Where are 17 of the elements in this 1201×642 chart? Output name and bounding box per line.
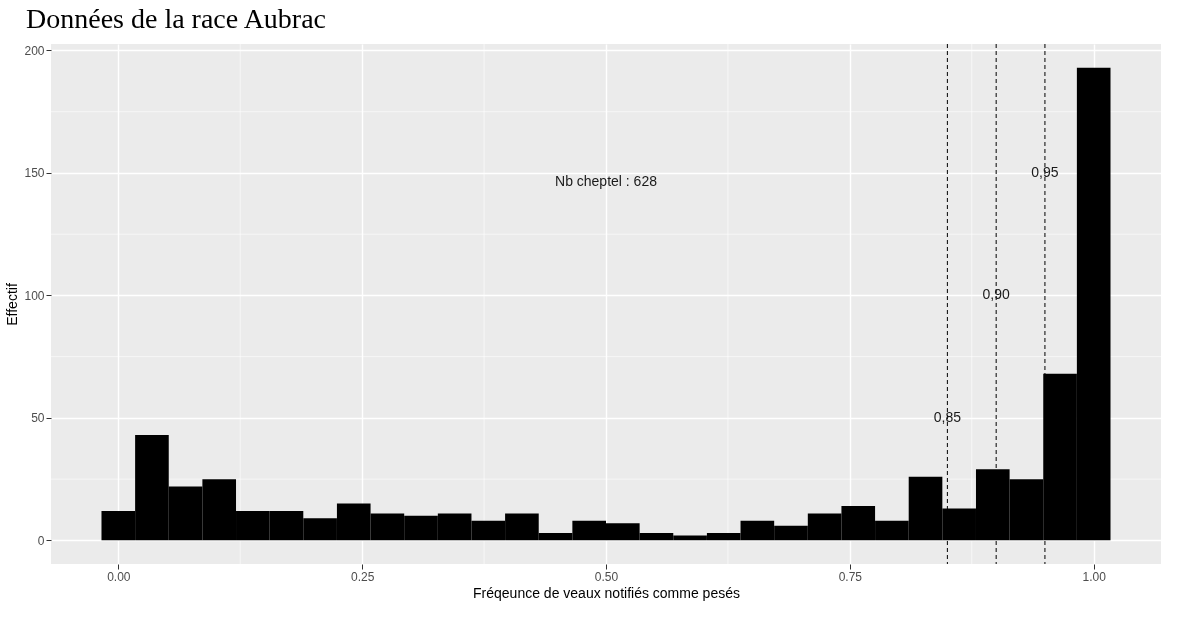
- y-tick-label: 200: [24, 43, 45, 58]
- y-tick-label: 50: [31, 411, 45, 426]
- x-tick-label: 0.00: [107, 569, 131, 584]
- annotation: 0,85: [933, 408, 962, 425]
- x-axis-title: Fréqeunce de veaux notifiés comme pesés: [473, 584, 740, 601]
- y-axis-title: Effectif: [4, 283, 21, 326]
- annotation: 0,95: [1031, 163, 1059, 180]
- annotation: 0,90: [982, 286, 1010, 303]
- y-tick-label: 0: [37, 533, 45, 548]
- x-tick-label: 0.25: [350, 569, 375, 584]
- y-tick-label: 100: [24, 288, 45, 303]
- x-tick-label: 0.75: [838, 569, 863, 584]
- x-tick-label: 0.50: [594, 569, 619, 584]
- x-tick-label: 1.00: [1082, 569, 1107, 584]
- annotation: Nb cheptel : 628: [555, 172, 658, 189]
- chart-title: Données de la race Aubrac: [25, 2, 327, 34]
- y-tick-label: 150: [24, 166, 45, 181]
